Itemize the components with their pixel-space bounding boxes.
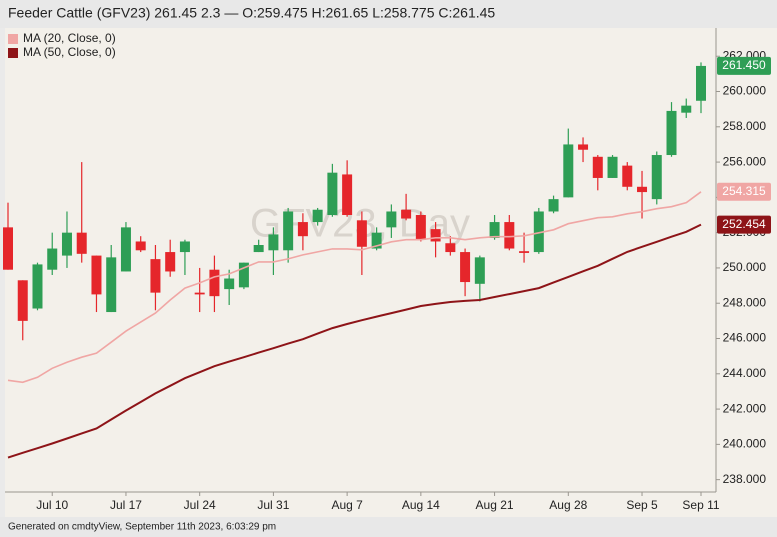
candle-body (179, 241, 190, 253)
y-tick-label: 260.000 (723, 84, 767, 98)
candle-body (76, 232, 87, 254)
candle-body (3, 227, 13, 270)
y-tick-label: 246.000 (723, 331, 767, 345)
value-label: 261.450 (722, 58, 766, 72)
y-tick-label: 258.000 (723, 119, 767, 133)
candle-body (17, 280, 28, 321)
x-tick-label: Aug 7 (331, 498, 363, 512)
candle-body (666, 110, 677, 156)
x-tick-label: Aug 21 (476, 498, 514, 512)
candle-body (401, 209, 412, 219)
x-tick-label: Aug 14 (402, 498, 440, 512)
candle-body (120, 227, 131, 272)
candle-body (47, 248, 58, 270)
ma-line (7, 191, 702, 384)
candle-body (268, 234, 279, 251)
candle-body (637, 186, 648, 193)
candle-body (91, 255, 102, 295)
footer: Generated on cmdtyView, September 11th 2… (8, 522, 276, 533)
y-tick-label: 244.000 (723, 366, 767, 380)
x-tick-label: Jul 10 (36, 498, 68, 512)
candle-body (489, 222, 500, 238)
value-label: 252.454 (722, 217, 766, 231)
candle-body (578, 144, 589, 150)
candle-body (165, 252, 176, 272)
candle-body (253, 245, 264, 253)
x-tick-label: Jul 24 (184, 498, 216, 512)
legend-label: MA (50, Close, 0) (23, 45, 116, 59)
candle-body (386, 211, 397, 228)
plot-background (5, 28, 777, 517)
candle-body (150, 259, 161, 293)
y-tick-label: 248.000 (723, 295, 767, 309)
candle-body (224, 278, 235, 290)
legend-swatch (8, 34, 18, 44)
candle-body (504, 222, 515, 249)
candle-body (106, 257, 117, 313)
legend-label: MA (20, Close, 0) (23, 31, 116, 45)
y-tick-label: 250.000 (723, 260, 767, 274)
candle-body (283, 211, 294, 251)
candle-body (563, 144, 574, 198)
candle-body (312, 209, 323, 223)
candle-body (592, 156, 603, 178)
x-tick-label: Jul 31 (257, 498, 289, 512)
candle-body (415, 215, 426, 240)
header-bar (0, 0, 777, 28)
value-label: 254.315 (722, 184, 766, 198)
candle-body (548, 199, 559, 212)
candle-body (327, 172, 338, 216)
candle-body (356, 220, 367, 247)
y-tick-label: 238.000 (723, 472, 767, 486)
x-tick-label: Sep 5 (626, 498, 658, 512)
value-label-box (717, 56, 771, 75)
candle-body (194, 292, 205, 295)
x-tick-label: Jul 17 (110, 498, 142, 512)
candle-body (61, 232, 72, 256)
candle-body (32, 264, 43, 309)
candle-body (209, 269, 220, 297)
candle-body (607, 156, 618, 178)
candle-body (430, 229, 441, 242)
candle-body (135, 241, 146, 251)
candle-body (460, 252, 471, 283)
y-tick-label: 256.000 (723, 154, 767, 168)
candle-body (622, 165, 633, 187)
value-label-box (717, 182, 771, 201)
y-tick-label: 240.000 (723, 437, 767, 451)
candle-body (474, 257, 485, 284)
candle-body (297, 222, 308, 237)
candle-body (696, 65, 706, 101)
candle-body (681, 105, 692, 113)
legend-swatch (8, 48, 18, 58)
ma-line (7, 223, 702, 459)
x-tick-label: Aug 28 (549, 498, 587, 512)
y-tick-label: 242.000 (723, 401, 767, 415)
candle-body (238, 262, 249, 288)
candle-body (533, 211, 544, 253)
candle-body (519, 251, 530, 253)
chart-title: Feeder Cattle (GFV23) 261.45 2.3 — O:259… (8, 5, 495, 21)
candle-body (342, 174, 353, 216)
candle-body (651, 155, 662, 200)
x-tick-label: Sep 11 (682, 498, 719, 512)
candle-body (371, 232, 382, 249)
candle-body (445, 243, 456, 253)
value-label-box (717, 215, 771, 234)
footer-bar (0, 517, 777, 537)
